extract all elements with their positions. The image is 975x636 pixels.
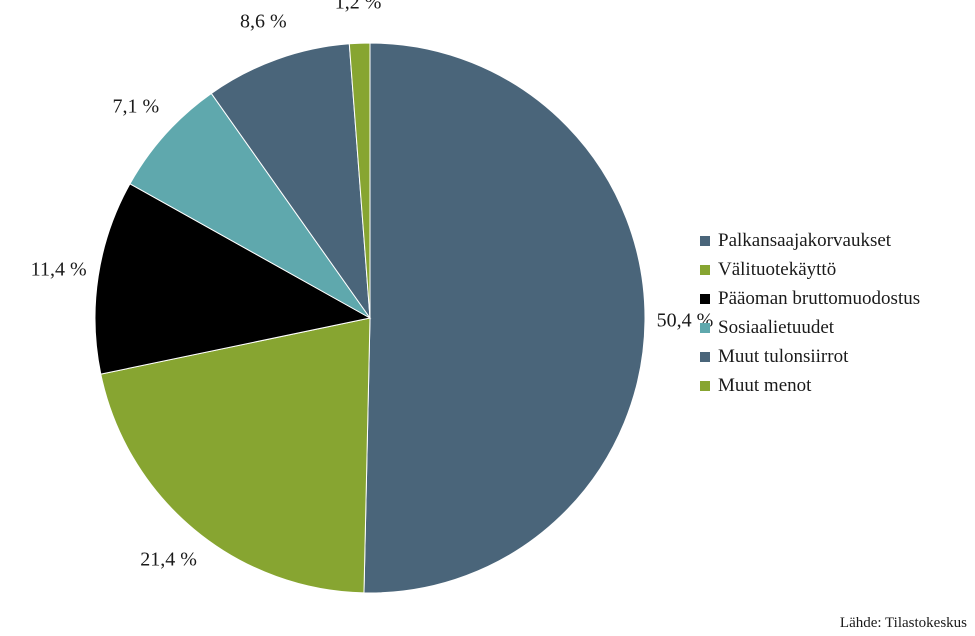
legend-item: Palkansaajakorvaukset: [700, 230, 920, 252]
legend-swatch: [700, 236, 710, 246]
legend-item: Pääoman bruttomuodostus: [700, 288, 920, 310]
legend: Palkansaajakorvaukset Välituotekäyttö Pääo…: [700, 230, 920, 404]
slice-label: 8,6 %: [240, 10, 287, 33]
legend-label: Pääoman bruttomuodostus: [718, 288, 920, 310]
legend-swatch: [700, 381, 710, 391]
legend-label: Palkansaajakorvaukset: [718, 230, 891, 252]
source-text: Lähde: Tilastokeskus: [840, 615, 967, 632]
legend-item: Muut tulonsiirrot: [700, 346, 920, 368]
legend-label: Välituotekäyttö: [718, 259, 836, 281]
legend-swatch: [700, 323, 710, 333]
legend-item: Välituotekäyttö: [700, 259, 920, 281]
legend-label: Sosiaalietuudet: [718, 317, 834, 339]
slice-label: 7,1 %: [113, 96, 160, 119]
slice-label: 21,4 %: [140, 549, 197, 572]
slice-label: 11,4 %: [31, 259, 87, 282]
legend-swatch: [700, 352, 710, 362]
legend-item: Sosiaalietuudet: [700, 317, 920, 339]
pie-slice: [364, 43, 645, 593]
chart-container: 50,4 %21,4 %11,4 %7,1 %8,6 %1,2 % Palkan…: [0, 0, 975, 636]
legend-label: Muut tulonsiirrot: [718, 346, 848, 368]
legend-label: Muut menot: [718, 375, 811, 397]
legend-swatch: [700, 294, 710, 304]
legend-item: Muut menot: [700, 375, 920, 397]
slice-label: 1,2 %: [335, 0, 382, 15]
legend-swatch: [700, 265, 710, 275]
